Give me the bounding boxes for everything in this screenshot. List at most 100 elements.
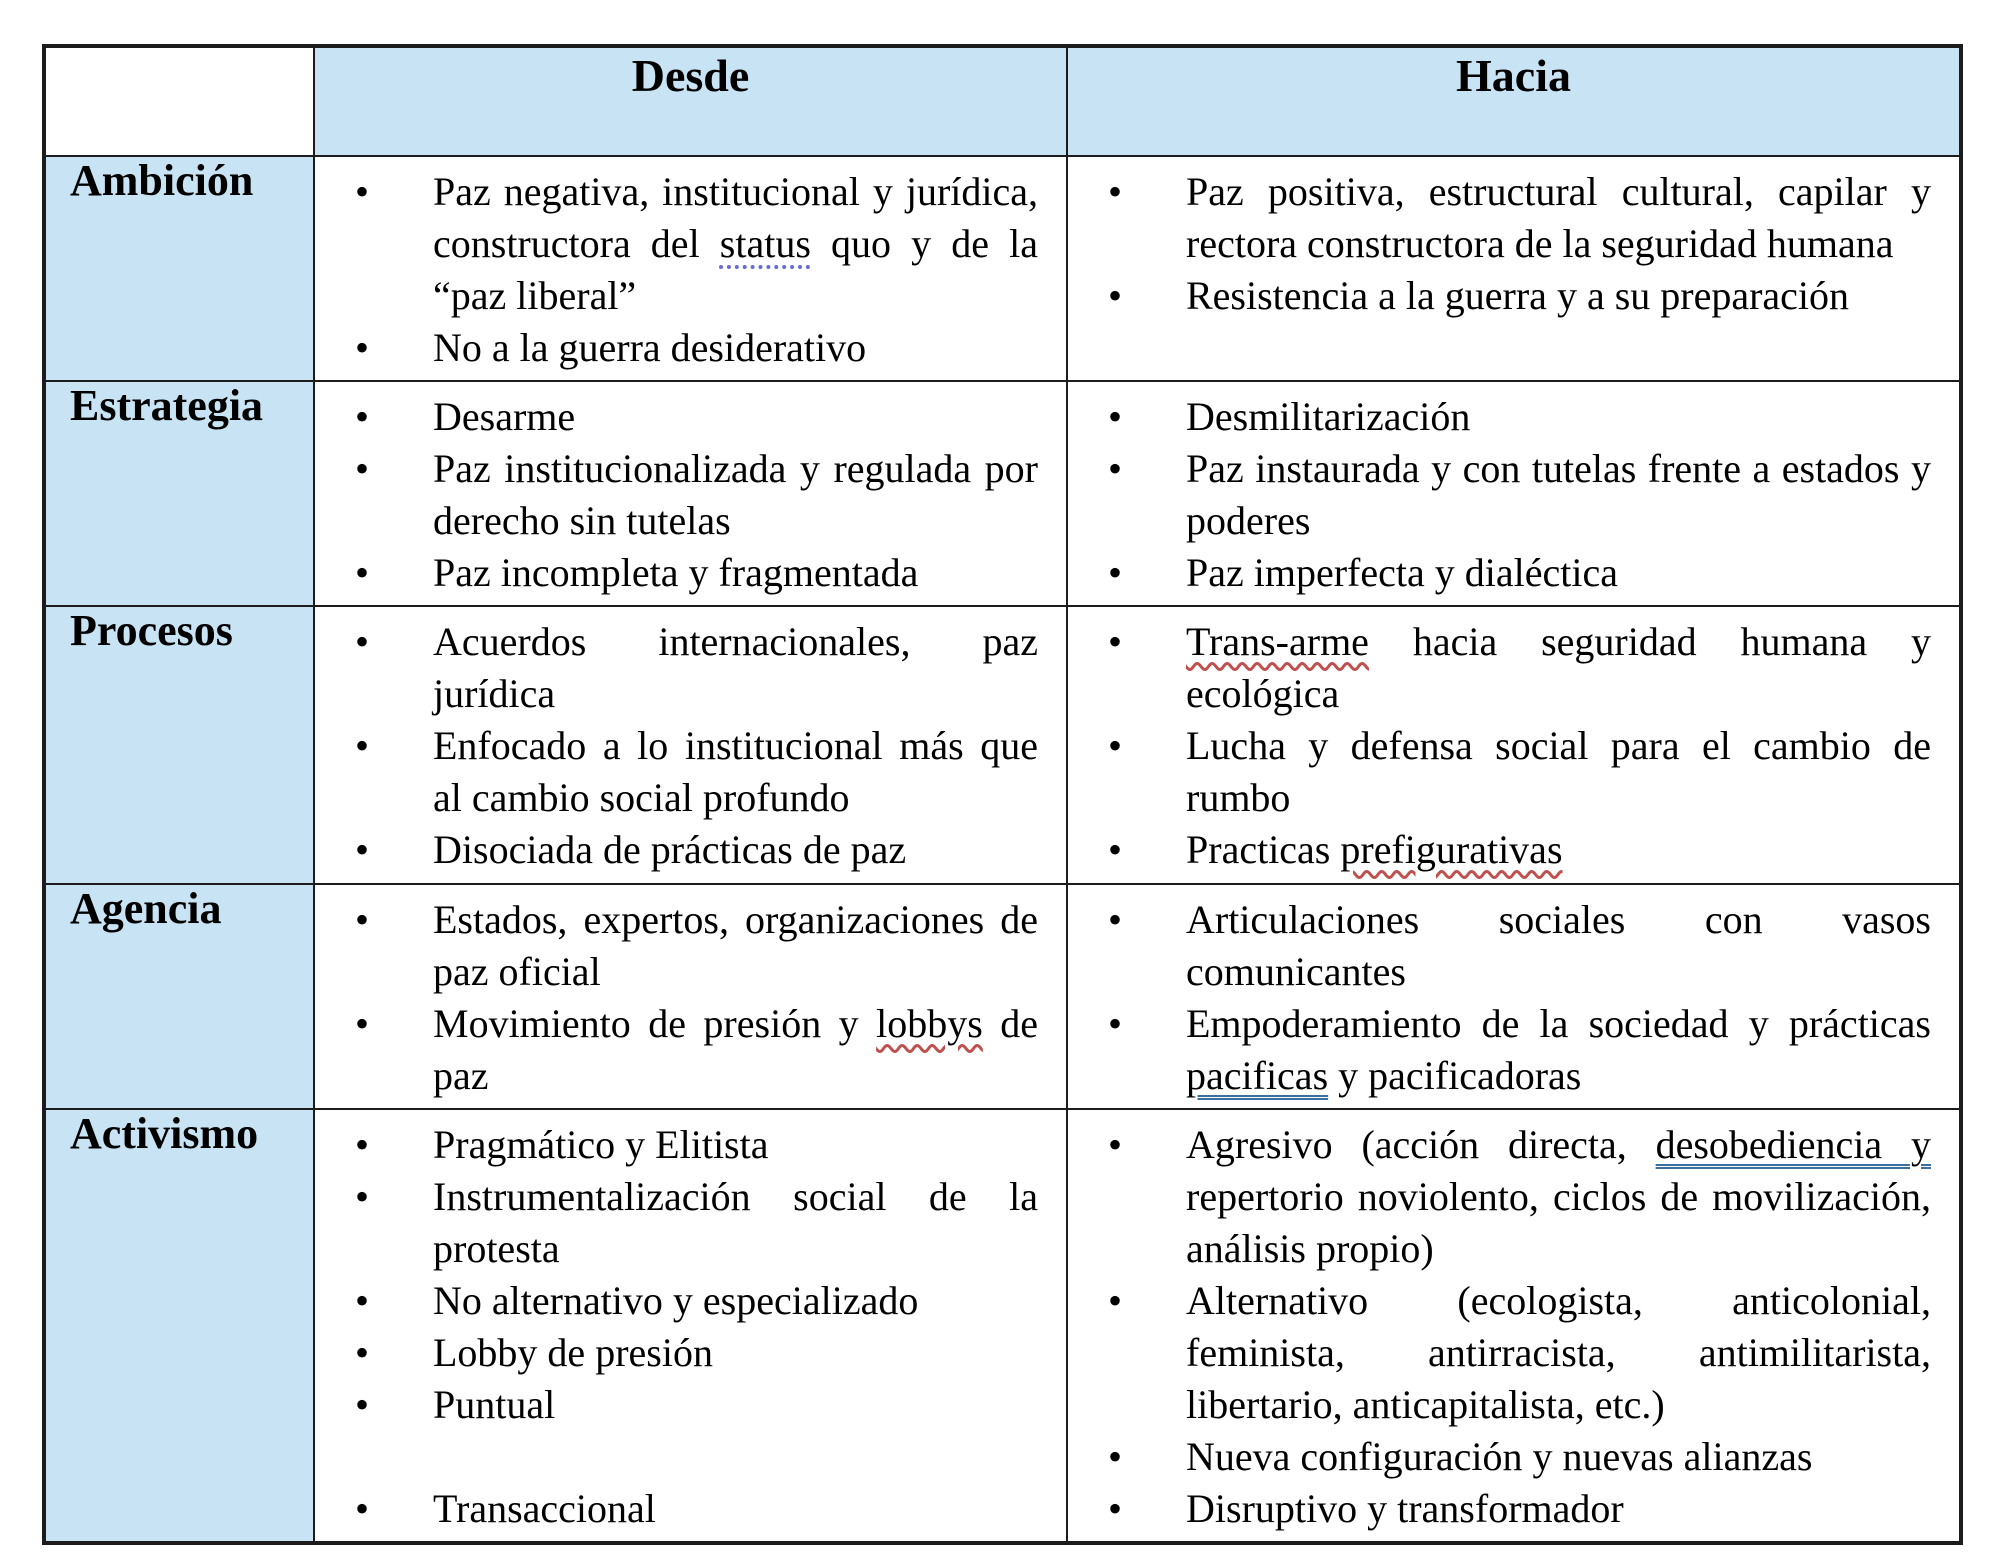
bullet-icon: • bbox=[355, 446, 370, 491]
corner-cell bbox=[43, 45, 315, 157]
bullet-item: • Practicas prefigurativas bbox=[1104, 824, 1931, 876]
text-segment-wavy-red: lobbys bbox=[876, 1001, 983, 1046]
cell-procesos-hacia: • Trans-arme hacia seguridad humana y eco… bbox=[1066, 605, 1962, 885]
bullet-icon: • bbox=[1108, 1001, 1123, 1046]
text-segment-wavy-red: Trans-arme bbox=[1186, 619, 1369, 664]
text-segment: Paz instaurada y con tutelas frente a es… bbox=[1186, 446, 1931, 543]
bullet-icon: • bbox=[355, 169, 370, 214]
text-segment: Paz negativa, institucional y jurídica, … bbox=[433, 169, 1038, 266]
bullet-icon: • bbox=[1108, 1434, 1123, 1479]
bullet-item: • Resistencia a la guerra y a su preparac… bbox=[1104, 270, 1931, 322]
text-segment: Resistencia a la guerra y a su preparaci… bbox=[1186, 273, 1850, 318]
text-segment: de paz bbox=[433, 1001, 1038, 1098]
bullet-item: • Paz instaurada y con tutelas frente a e… bbox=[1104, 443, 1931, 547]
text-segment: quo y de la “paz liberal” bbox=[433, 221, 1039, 318]
bullet-icon: • bbox=[355, 1486, 370, 1531]
bullet-icon: • bbox=[355, 897, 370, 942]
bullet-text: Acuerdos internacionales, paz jurídica bbox=[433, 616, 1038, 720]
table-row-ambicion: Ambición • Paz negativa, institucional y … bbox=[43, 155, 1962, 382]
text-segment: Paz positiva, estructural cultural, capi… bbox=[1186, 169, 1931, 266]
text-segment: Empoderamiento de la sociedad y práctica… bbox=[1186, 1001, 1931, 1046]
comparison-table-container: Desde Hacia Ambición • Paz negativa, inst… bbox=[42, 44, 1963, 1545]
bullet-item: • Paz imperfecta y dialéctica bbox=[1104, 547, 1931, 599]
text-segment-double-blue: desobediencia y bbox=[1655, 1122, 1931, 1167]
bullet-item: • Enfocado a lo institucional más que al … bbox=[351, 720, 1038, 824]
bullet-text: Puntual bbox=[433, 1379, 1038, 1431]
text-segment: Paz incompleta y fragmentada bbox=[433, 550, 919, 595]
cell-ambicion-hacia: • Paz positiva, estructural cultural, cap… bbox=[1066, 155, 1962, 382]
bullet-item: • Nueva configuración y nuevas alianzas bbox=[1104, 1431, 1931, 1483]
text-segment: Lucha y defensa social para el cambio de… bbox=[1186, 723, 1931, 820]
bullet-item: • Estados, expertos, organizaciones de pa… bbox=[351, 894, 1038, 998]
text-segment: Instrumentalización social de la protest… bbox=[433, 1174, 1038, 1271]
row-label-ambicion: Ambición bbox=[43, 155, 315, 382]
text-segment-double-blue: pacificas bbox=[1186, 1053, 1329, 1098]
bullet-text: Paz imperfecta y dialéctica bbox=[1186, 547, 1931, 599]
bullet-item: • Pragmático y Elitista bbox=[351, 1119, 1038, 1171]
text-segment: Movimiento de presión y bbox=[433, 1001, 877, 1046]
bullet-item: • No a la guerra desiderativo bbox=[351, 322, 1038, 374]
text-segment: Nueva configuración y nuevas alianzas bbox=[1186, 1434, 1813, 1479]
bullet-text: Enfocado a lo institucional más que al c… bbox=[433, 720, 1038, 824]
bullet-text: Estados, expertos, organizaciones de paz… bbox=[433, 894, 1038, 998]
text-segment: Acuerdos internacionales, paz jurídica bbox=[433, 619, 1038, 716]
bullet-icon: • bbox=[355, 723, 370, 768]
text-segment: Paz institucionalizada y regulada por de… bbox=[433, 446, 1038, 543]
text-segment: Practicas bbox=[1186, 827, 1341, 872]
bullet-text: Instrumentalización social de la protest… bbox=[433, 1171, 1038, 1275]
text-segment: Estados, expertos, organizaciones de paz… bbox=[433, 897, 1038, 994]
text-segment: y pacificadoras bbox=[1328, 1053, 1582, 1098]
column-header-desde: Desde bbox=[313, 45, 1068, 157]
bullet-icon: • bbox=[355, 827, 370, 872]
text-segment: Lobby de presión bbox=[433, 1330, 713, 1375]
bullet-text: Transaccional bbox=[433, 1483, 1038, 1535]
text-segment: Disruptivo y transformador bbox=[1186, 1486, 1624, 1531]
bullet-icon: • bbox=[355, 1001, 370, 1046]
cell-agencia-hacia: • Articulaciones sociales con vasos comun… bbox=[1066, 883, 1962, 1110]
bullet-icon: • bbox=[355, 1382, 370, 1427]
text-segment: Transaccional bbox=[433, 1486, 656, 1531]
bullet-icon: • bbox=[355, 1330, 370, 1375]
bullet-text: No a la guerra desiderativo bbox=[433, 322, 1038, 374]
table-row-activismo: Activismo • Pragmático y Elitista • Instrum… bbox=[43, 1108, 1962, 1544]
bullet-text: Nueva configuración y nuevas alianzas bbox=[1186, 1431, 1931, 1483]
bullet-icon: • bbox=[1108, 1278, 1123, 1323]
cell-estrategia-hacia: • Desmilitarización • Paz instaurada y con … bbox=[1066, 380, 1962, 607]
bullet-item: • Paz incompleta y fragmentada bbox=[351, 547, 1038, 599]
bullet-item: • Articulaciones sociales con vasos comun… bbox=[1104, 894, 1931, 998]
bullet-icon: • bbox=[355, 619, 370, 664]
text-segment: Pragmático y Elitista bbox=[433, 1122, 769, 1167]
table-row-agencia: Agencia • Estados, expertos, organizacion… bbox=[43, 883, 1962, 1110]
text-segment-dotted-blue: status bbox=[719, 221, 811, 266]
cell-agencia-desde: • Estados, expertos, organizaciones de pa… bbox=[313, 883, 1068, 1110]
bullet-item: • Puntual bbox=[351, 1379, 1038, 1431]
bullet-icon: • bbox=[1108, 446, 1123, 491]
bullet-text: Paz instaurada y con tutelas frente a es… bbox=[1186, 443, 1931, 547]
bullet-text: No alternativo y especializado bbox=[433, 1275, 1038, 1327]
text-segment: Paz imperfecta y dialéctica bbox=[1186, 550, 1618, 595]
bullet-item: • Empoderamiento de la sociedad y práctic… bbox=[1104, 998, 1931, 1102]
bullet-text: Disruptivo y transformador bbox=[1186, 1483, 1931, 1535]
bullet-icon: • bbox=[1108, 394, 1123, 439]
bullet-icon: • bbox=[1108, 273, 1123, 318]
bullet-item: • Movimiento de presión y lobbys de paz bbox=[351, 998, 1038, 1102]
bullet-icon: • bbox=[1108, 827, 1123, 872]
text-segment: Articulaciones sociales con vasos comuni… bbox=[1186, 897, 1931, 994]
bullet-text: Movimiento de presión y lobbys de paz bbox=[433, 998, 1038, 1102]
cell-procesos-desde: • Acuerdos internacionales, paz jurídica •… bbox=[313, 605, 1068, 885]
bullet-item: • Desarme bbox=[351, 391, 1038, 443]
bullet-text: Paz negativa, institucional y jurídica, … bbox=[433, 166, 1038, 322]
bullet-text: Desmilitarización bbox=[1186, 391, 1931, 443]
bullet-text: Alternativo (ecologista, anticolonial, f… bbox=[1186, 1275, 1931, 1431]
text-segment: repertorio noviolento, ciclos de moviliz… bbox=[1186, 1174, 1931, 1271]
bullet-text: Agresivo (acción directa, desobediencia … bbox=[1186, 1119, 1931, 1275]
bullet-text: Pragmático y Elitista bbox=[433, 1119, 1038, 1171]
row-label-estrategia: Estrategia bbox=[43, 380, 315, 607]
bullet-item: • Acuerdos internacionales, paz jurídica bbox=[351, 616, 1038, 720]
row-label-procesos: Procesos bbox=[43, 605, 315, 885]
bullet-icon: • bbox=[1108, 897, 1123, 942]
bullet-icon: • bbox=[1108, 169, 1123, 214]
text-segment: Enfocado a lo institucional más que al c… bbox=[433, 723, 1038, 820]
bullet-text: Practicas prefigurativas bbox=[1186, 824, 1931, 876]
bullet-text: Resistencia a la guerra y a su preparaci… bbox=[1186, 270, 1931, 322]
